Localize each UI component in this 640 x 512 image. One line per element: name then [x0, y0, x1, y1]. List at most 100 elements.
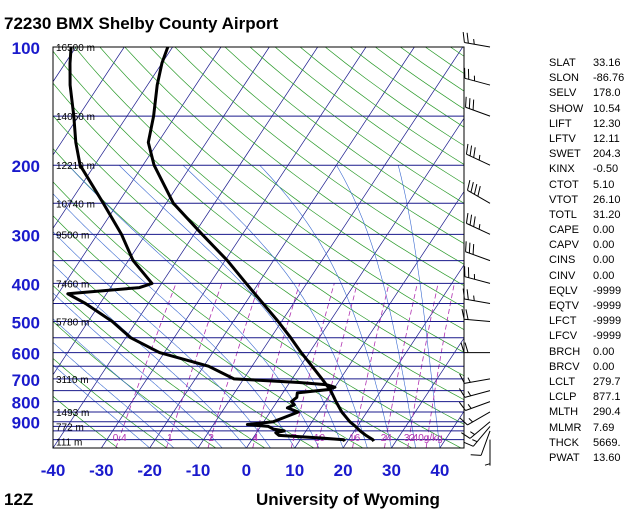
index-row: MLMR 7.69	[549, 421, 633, 436]
pressure-tick-label: 400	[12, 275, 40, 294]
index-row: LCLT 279.7	[549, 375, 633, 390]
index-name: LCLP	[549, 391, 577, 404]
dewpoint-profile	[66, 47, 346, 442]
index-row: CINS 0.00	[549, 253, 633, 268]
wind-barb	[484, 439, 491, 466]
dry-adiabat-line	[53, 395, 119, 448]
plot-frame	[52, 46, 465, 449]
index-value: 204.3	[593, 148, 621, 161]
mixing-ratio-line	[115, 283, 177, 448]
dry-adiabat-line	[53, 285, 266, 448]
isotherm-line	[294, 190, 464, 448]
index-value: 33.16	[593, 57, 621, 69]
height-label: 16500 m	[56, 43, 95, 54]
index-name: TOTL	[549, 208, 577, 221]
dry-adiabat-line	[224, 47, 464, 224]
moist-adiabat-line	[53, 292, 223, 448]
index-name: CTOT	[549, 178, 579, 191]
temperature-tick-label: 20	[334, 461, 353, 480]
index-value: -0.50	[593, 163, 619, 176]
temperature-tick-label: -10	[186, 461, 211, 480]
mixing-ratio-label: 32	[404, 433, 416, 444]
dry-adiabat-line	[53, 181, 413, 448]
index-name: MLMR	[549, 421, 582, 434]
index-row: SWET 204.3	[549, 147, 633, 162]
index-value: -9999	[593, 300, 622, 312]
index-name: LCLT	[549, 375, 576, 388]
moist-adiabat-line	[336, 165, 416, 448]
mixing-ratio-label: 40g/kg	[413, 433, 443, 444]
mixing-ratio-line	[352, 283, 390, 448]
index-row: KINX -0.50	[549, 162, 633, 177]
index-value: 13.60	[593, 451, 621, 464]
mixing-ratio-line	[166, 283, 223, 448]
index-name: CAPV	[549, 239, 579, 252]
index-value: 0.00	[593, 345, 615, 358]
index-value: 26.10	[593, 193, 621, 206]
indices-table: SLAT 33.16 SLON -86.76 SELV 178.0 SHOW 10.54 LIF…	[549, 56, 633, 466]
index-name: THCK	[549, 436, 579, 449]
index-row: SLAT 33.16	[549, 56, 633, 71]
index-row: LIFT 12.30	[549, 117, 633, 132]
index-row: LFTV 12.11	[549, 132, 633, 147]
index-name: VTOT	[549, 193, 579, 206]
pressure-tick-label: 300	[12, 226, 40, 245]
pressure-tick-label: 800	[12, 394, 40, 413]
index-name: EQLV	[549, 284, 578, 297]
credit-label: University of Wyoming	[256, 490, 440, 509]
index-row: LFCT -9999	[549, 314, 633, 329]
height-labels: 16500 m 14050 m 12210 m 10740 m 9500 m 7460 m…	[56, 43, 95, 448]
mixing-ratio-line	[407, 283, 439, 448]
height-label: 3110 m	[56, 375, 89, 386]
pressure-tick-label: 600	[12, 345, 40, 364]
dry-adiabat-line	[99, 47, 464, 331]
pressure-tick-label: 900	[12, 414, 40, 433]
wind-barbs	[458, 32, 491, 466]
index-value: 0.00	[593, 254, 615, 267]
temperature-axis-labels: -40 -30 -20 -10 0 10 20 30 40	[41, 461, 450, 480]
index-row: CAPE 0.00	[549, 223, 633, 238]
index-row: CAPV 0.00	[549, 238, 633, 253]
temperature-profile	[146, 47, 375, 442]
moist-adiabat-line	[53, 341, 175, 448]
mixing-ratio-label: 2	[208, 433, 214, 444]
index-name: SLON	[549, 72, 579, 85]
index-row: SHOW 10.54	[549, 102, 633, 117]
wind-barb	[463, 426, 491, 447]
wind-barb	[461, 421, 491, 439]
index-name: BRCV	[549, 360, 580, 373]
index-row: BRCV 0.00	[549, 360, 633, 375]
index-row: EQTV -9999	[549, 299, 633, 314]
isotherm-line	[53, 47, 173, 229]
moist-adiabat-line	[53, 263, 247, 448]
index-value: 12.11	[593, 132, 620, 145]
dry-adiabat-line	[53, 148, 462, 448]
index-value: 0.00	[593, 224, 615, 237]
chart-title: 72230 BMX Shelby County Airport	[4, 14, 279, 33]
temperature-tick-label: 40	[430, 461, 449, 480]
moist-adiabat-line	[259, 164, 392, 448]
dry-adiabat-line	[149, 47, 464, 286]
mixing-ratio-label: 16	[349, 433, 361, 444]
isotherm-line	[53, 47, 318, 448]
index-row: CINV 0.00	[549, 269, 633, 284]
dry-adiabat-line	[53, 321, 217, 448]
index-name: LFCT	[549, 315, 577, 328]
wind-barb	[462, 288, 491, 304]
moist-adiabat-line	[53, 364, 150, 448]
mixing-ratio-label: 24	[381, 433, 393, 444]
index-name: SLAT	[549, 57, 576, 69]
index-name: CINV	[549, 269, 576, 282]
mixing-ratio-label: 7	[291, 433, 297, 444]
mixing-ratio-line	[425, 283, 455, 448]
index-name: BRCH	[549, 345, 581, 358]
moist-adiabat-line	[68, 164, 320, 448]
index-row: LFCV -9999	[549, 329, 633, 344]
index-value: 0.00	[593, 269, 615, 282]
wind-barb	[466, 179, 491, 204]
index-row: CTOT 5.10	[549, 178, 633, 193]
index-row: PWAT 13.60	[549, 451, 633, 466]
height-label: 7460 m	[56, 279, 89, 290]
index-row: TOTL 31.20	[549, 208, 633, 223]
